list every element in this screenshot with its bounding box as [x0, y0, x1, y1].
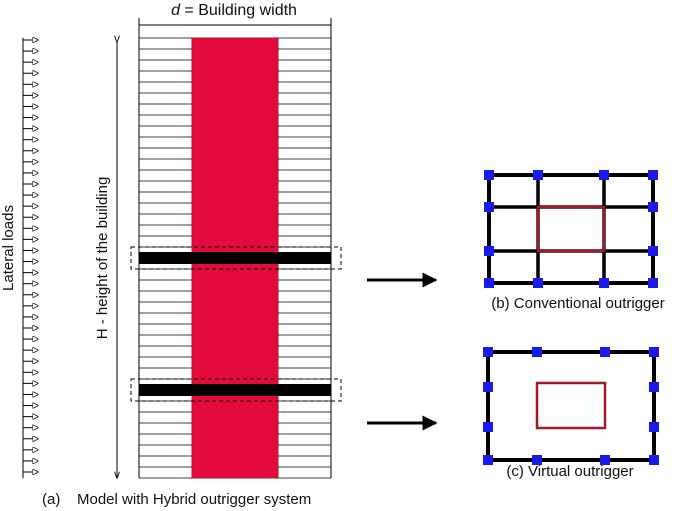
plan-b-joint-node	[599, 170, 609, 180]
plan-b-joint-node	[648, 246, 658, 256]
plan-b-joint-node	[484, 170, 494, 180]
plan-b-joint-node	[533, 170, 543, 180]
plan-c-core-wall	[535, 381, 607, 430]
plan-c-joint-node	[649, 455, 659, 465]
plan-b-core-wall	[536, 205, 606, 253]
plan-c-perimeter	[486, 350, 656, 462]
conventional-outrigger-caption: (b) Conventional outrigger	[491, 295, 664, 312]
conventional-outrigger-plan	[484, 170, 658, 288]
outrigger-beam-2	[139, 384, 331, 396]
plan-c-joint-node	[483, 347, 493, 357]
plan-c-joint-node	[532, 455, 542, 465]
virtual-outrigger-caption: (c) Virtual outrigger	[506, 463, 633, 480]
building-width-label: d = Building width	[171, 2, 297, 19]
plan-c-joint-node	[649, 382, 659, 392]
building-width-variable: d	[171, 2, 181, 19]
height-of-building-label: H - height of the building	[94, 177, 111, 340]
plan-c-joint-node	[649, 422, 659, 432]
plan-b-joint-node	[648, 170, 658, 180]
plan-c-joint-node	[600, 455, 610, 465]
hybrid-model-caption: (a) Model with Hybrid outrigger system	[42, 491, 311, 508]
plan-c-joint-node	[483, 382, 493, 392]
plan-c-joint-node	[532, 347, 542, 357]
plan-c-joint-node	[483, 422, 493, 432]
plan-b-joint-node	[484, 202, 494, 212]
plan-b-joint-node	[648, 278, 658, 288]
plan-c-joint-node	[483, 455, 493, 465]
lateral-load-arrows	[23, 40, 38, 472]
outrigger-dashed-frame-2	[130, 378, 342, 402]
plan-b-joint-node	[484, 246, 494, 256]
virtual-outrigger-plan	[483, 347, 659, 465]
outrigger-dashed-frame-1	[130, 246, 342, 270]
plan-b-perimeter	[487, 173, 655, 285]
building-width-text: = Building width	[180, 2, 297, 19]
plan-b-joint-node	[484, 278, 494, 288]
lateral-loads-label: Lateral loads	[0, 205, 17, 291]
plan-b-joint-node	[533, 278, 543, 288]
plan-b-joint-node	[599, 278, 609, 288]
building-model	[130, 37, 342, 479]
plan-c-joint-node	[649, 347, 659, 357]
outrigger-beam-1	[139, 252, 331, 264]
plan-b-joint-node	[648, 202, 658, 212]
plan-c-joint-node	[600, 347, 610, 357]
